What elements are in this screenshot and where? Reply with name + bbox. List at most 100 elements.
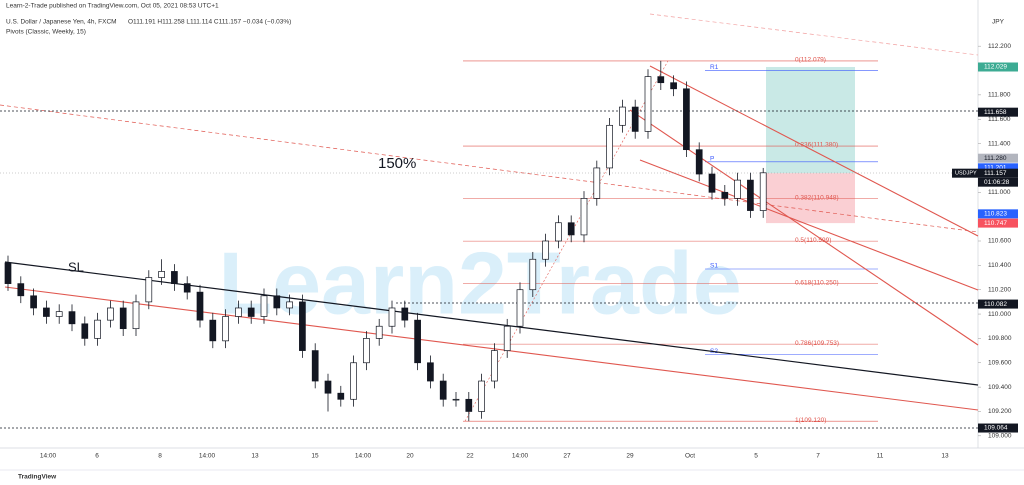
pivot-label: P	[710, 156, 714, 163]
candle-body	[388, 307, 396, 327]
candle-body	[670, 82, 677, 90]
candle-body	[247, 307, 255, 317]
price-marker	[978, 163, 1018, 173]
countdown: 01:06:28	[984, 179, 1010, 186]
candle-body	[529, 258, 537, 291]
annotation: 150%	[378, 155, 416, 172]
price-marker	[978, 423, 1018, 433]
subtitle: Pivots (Classic, Weekly, 15)	[6, 29, 86, 36]
y-tick-label: 111.800	[988, 92, 1011, 99]
chart-title: U.S. Dollar / Japanese Yen, 4h, FXCM	[6, 19, 117, 26]
candle-body	[567, 222, 575, 236]
candle-body	[183, 283, 191, 293]
trendline	[649, 13, 979, 56]
x-tick-label: 15	[311, 453, 319, 460]
price-marker	[978, 62, 1018, 72]
y-tick-label: 110.200	[988, 286, 1011, 293]
candle-body	[145, 277, 153, 303]
price-marker	[978, 168, 1018, 178]
price-marker-label: 111.280	[984, 155, 1007, 162]
candle-body	[478, 380, 485, 412]
channel-line	[649, 65, 979, 237]
x-tick-label: 6	[95, 453, 99, 460]
candle-body	[555, 222, 562, 242]
candle-body	[427, 362, 434, 382]
candle-body	[695, 149, 703, 175]
price-marker-label: 110.747	[984, 220, 1007, 227]
y-tick-label: 111.000	[988, 189, 1011, 196]
fib-label: 0.618(110.250)	[795, 279, 839, 286]
candle-body	[721, 191, 729, 199]
candle-body	[631, 106, 639, 132]
x-tick-label: 29	[626, 453, 634, 460]
x-tick-label: 14:00	[355, 453, 372, 460]
candle-body	[375, 325, 383, 339]
x-tick-label: 14:00	[199, 453, 216, 460]
y-tick-label: 110.400	[988, 262, 1011, 269]
fib-label: 0.382(110.948)	[795, 194, 839, 201]
trendline	[4, 286, 979, 411]
x-tick-label: 27	[563, 453, 571, 460]
candle-body	[337, 392, 345, 400]
currency: JPY	[992, 19, 1005, 26]
publisher: Learn-2-Trade published on TradingView.c…	[6, 3, 219, 10]
x-tick-label: 5	[754, 453, 758, 460]
x-tick-label: 13	[941, 453, 949, 460]
candle-body	[619, 106, 626, 126]
candle-body	[465, 398, 473, 412]
candle-body	[414, 319, 421, 364]
candle-body	[4, 262, 12, 284]
candle-body	[196, 291, 204, 321]
stop-zone	[766, 173, 855, 224]
candle-body	[17, 283, 25, 297]
candle-body	[209, 319, 217, 342]
candle-body	[30, 295, 37, 309]
candle-body	[683, 88, 690, 151]
candle-body	[516, 289, 524, 327]
pivot-label: R1	[710, 64, 719, 71]
x-tick-label: 13	[251, 453, 259, 460]
price-marker-label: 110.823	[984, 211, 1007, 218]
candle-body	[222, 316, 229, 342]
symbol-label: USDJPY	[955, 171, 977, 177]
candle-body	[235, 307, 242, 317]
price-marker	[978, 107, 1018, 117]
annotation: SL	[68, 259, 84, 274]
fib-label: 0.236(111.380)	[795, 142, 838, 149]
candle-body	[747, 179, 754, 211]
y-tick-label: 109.200	[988, 408, 1012, 415]
candle-body	[350, 362, 357, 400]
x-tick-label: 22	[466, 453, 474, 460]
pivot-label: S1	[710, 263, 718, 270]
y-tick-label: 110.600	[988, 238, 1011, 245]
footer: TradingView	[18, 474, 57, 481]
price-marker	[978, 299, 1018, 309]
x-tick-label: Oct	[685, 453, 695, 460]
candle-body	[363, 338, 370, 364]
fib-label: 0(112.079)	[795, 57, 826, 64]
candle-body	[260, 295, 268, 317]
fib-label: 1(109.120)	[795, 417, 826, 424]
y-tick-label: 111.400	[988, 140, 1011, 147]
candle-body	[734, 179, 741, 199]
candle-body	[119, 307, 127, 330]
watermark: Learn2Trade	[218, 233, 741, 332]
ohlc: O111.191 H111.258 L111.114 C111.157 −0.0…	[128, 19, 291, 26]
candle-body	[708, 173, 716, 193]
candle-body	[43, 307, 50, 317]
y-tick-label: 109.000	[988, 433, 1012, 440]
candle-body	[439, 380, 447, 400]
trendline	[0, 104, 979, 233]
price-marker-label: 111.157	[984, 170, 1007, 177]
x-tick-label: 7	[816, 453, 820, 460]
x-tick-label: 14:00	[40, 453, 57, 460]
channel-line	[639, 159, 979, 291]
y-tick-label: 111.600	[988, 116, 1011, 123]
price-marker	[978, 218, 1018, 228]
price-marker-label: 111.658	[984, 109, 1007, 116]
candle-body	[503, 325, 511, 351]
candle-body	[401, 307, 409, 321]
candle-body	[593, 167, 601, 199]
